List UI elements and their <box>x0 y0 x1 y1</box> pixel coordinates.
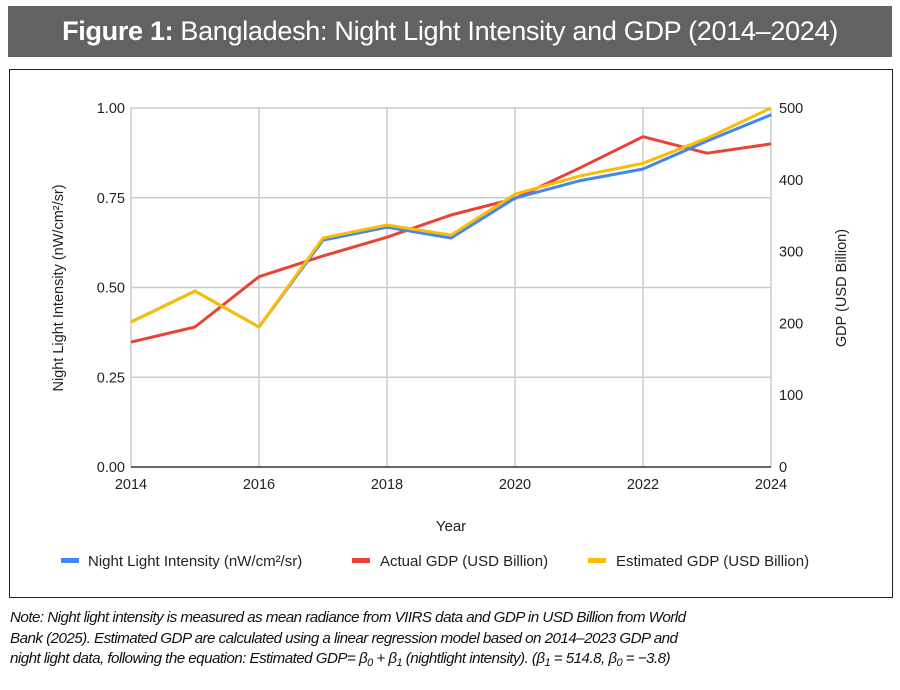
y-right-tick-label: 100 <box>779 388 803 404</box>
series-line-actual-gdp <box>130 135 772 344</box>
y-left-tick-label: 0.25 <box>97 370 125 386</box>
chart-frame <box>9 69 893 598</box>
y-left-tick-label: 1.00 <box>97 101 125 117</box>
y-right-tick-label: 300 <box>779 245 803 261</box>
x-tick-label: 2018 <box>371 477 403 493</box>
figure-note: Note: Night light intensity is measured … <box>10 608 895 674</box>
series-line-night-light <box>130 113 772 329</box>
y-right-tick-label: 400 <box>779 173 803 189</box>
y-right-tick-label: 0 <box>779 460 787 476</box>
figure-label: Figure 1: <box>62 16 174 46</box>
legend-label: Estimated GDP (USD Billion) <box>616 553 809 570</box>
x-tick-label: 2022 <box>627 477 659 493</box>
legend-item-night-light: Night Light Intensity (nW/cm²/sr) <box>61 553 302 570</box>
y-axis-right-title: GDP (USD Billion) <box>834 229 850 347</box>
tick-labels: 0.00 0.25 0.50 0.75 1.00 0 100 200 300 400 500 2014… <box>97 101 803 493</box>
y-axis-left-title: Night Light Intensity (nW/cm²/sr) <box>51 184 67 391</box>
legend-label: Actual GDP (USD Billion) <box>380 553 548 570</box>
figure-title-bar: Figure 1: Bangladesh: Night Light Intens… <box>8 6 892 57</box>
x-tick-label: 2024 <box>755 477 787 493</box>
legend-swatch <box>588 558 606 563</box>
x-tick-label: 2014 <box>115 477 147 493</box>
figure-title: Bangladesh: Night Light Intensity and GD… <box>180 16 838 46</box>
note-line-1: Note: Night light intensity is measured … <box>10 609 686 626</box>
note-line-2: Bank (2025). Estimated GDP are calculate… <box>10 629 678 647</box>
series-lines <box>130 106 772 344</box>
y-left-tick-label: 0.00 <box>97 460 125 476</box>
y-right-tick-label: 500 <box>779 101 803 117</box>
x-tick-label: 2016 <box>243 477 275 493</box>
series-line-estimated-gdp <box>130 106 772 329</box>
legend-item-actual-gdp: Actual GDP (USD Billion) <box>352 553 548 570</box>
x-axis-title: Year <box>436 518 466 535</box>
legend-label: Night Light Intensity (nW/cm²/sr) <box>88 553 302 570</box>
legend-swatch <box>352 558 370 563</box>
legend: Night Light Intensity (nW/cm²/sr) Actual … <box>61 553 809 570</box>
grid-lines <box>130 107 772 467</box>
x-tick-label: 2020 <box>499 477 531 493</box>
y-left-tick-label: 0.50 <box>97 281 125 297</box>
note-line-3: night light data, following the equation… <box>10 650 671 669</box>
y-right-tick-label: 200 <box>779 316 803 332</box>
y-left-tick-label: 0.75 <box>97 191 125 207</box>
legend-swatch <box>61 558 79 563</box>
legend-item-estimated-gdp: Estimated GDP (USD Billion) <box>588 553 809 570</box>
